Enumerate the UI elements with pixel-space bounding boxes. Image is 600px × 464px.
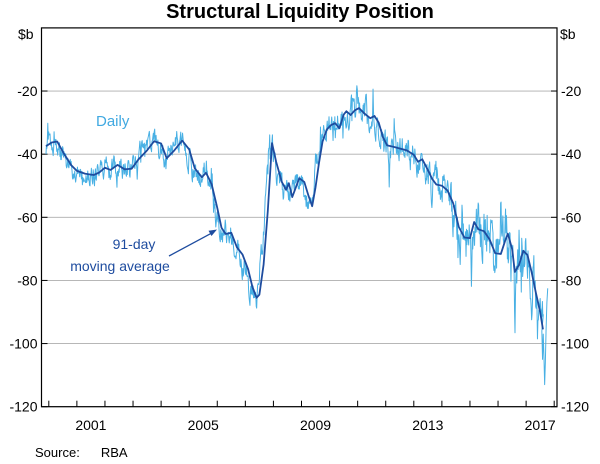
y-tick-label-left: -120	[9, 399, 37, 415]
y-tick-label-left: -80	[17, 272, 37, 288]
daily-series-label: Daily	[96, 113, 130, 130]
ma-series-label-line2: moving average	[70, 258, 170, 274]
plot-border	[40, 27, 558, 408]
ma-series-label-line1: 91-day	[112, 236, 156, 252]
source-note: Source: RBA	[35, 445, 128, 460]
moving-average-series-line	[45, 107, 544, 330]
y-tick-label-left: -60	[17, 209, 37, 225]
source-label: Source:	[35, 445, 80, 460]
y-tick-label-right: -120	[561, 399, 589, 415]
source-value: RBA	[100, 445, 128, 460]
x-tick-label: 2005	[188, 417, 219, 433]
daily-series-line	[45, 85, 549, 386]
x-tick-label: 2009	[300, 417, 331, 433]
y-tick-label-right: -80	[561, 272, 581, 288]
y-tick-label-left: -20	[17, 83, 37, 99]
y-tick-label-left: -40	[17, 146, 37, 162]
x-tick-label: 2017	[525, 417, 556, 433]
y-axis-unit-right: $b	[560, 26, 576, 42]
y-tick-label-right: -40	[561, 146, 581, 162]
y-tick-label-right: -20	[561, 83, 581, 99]
y-tick-label-left: -100	[9, 336, 37, 352]
y-tick-label-right: -60	[561, 209, 581, 225]
chart-title: Structural Liquidity Position	[166, 1, 434, 23]
y-axis-unit-left: $b	[18, 26, 34, 42]
annotation-arrow-shaft	[168, 232, 212, 257]
x-tick-label: 2001	[75, 417, 106, 433]
x-tick-label: 2013	[412, 417, 443, 433]
y-tick-label-right: -100	[561, 336, 589, 352]
annotation-arrow-head	[208, 229, 217, 236]
